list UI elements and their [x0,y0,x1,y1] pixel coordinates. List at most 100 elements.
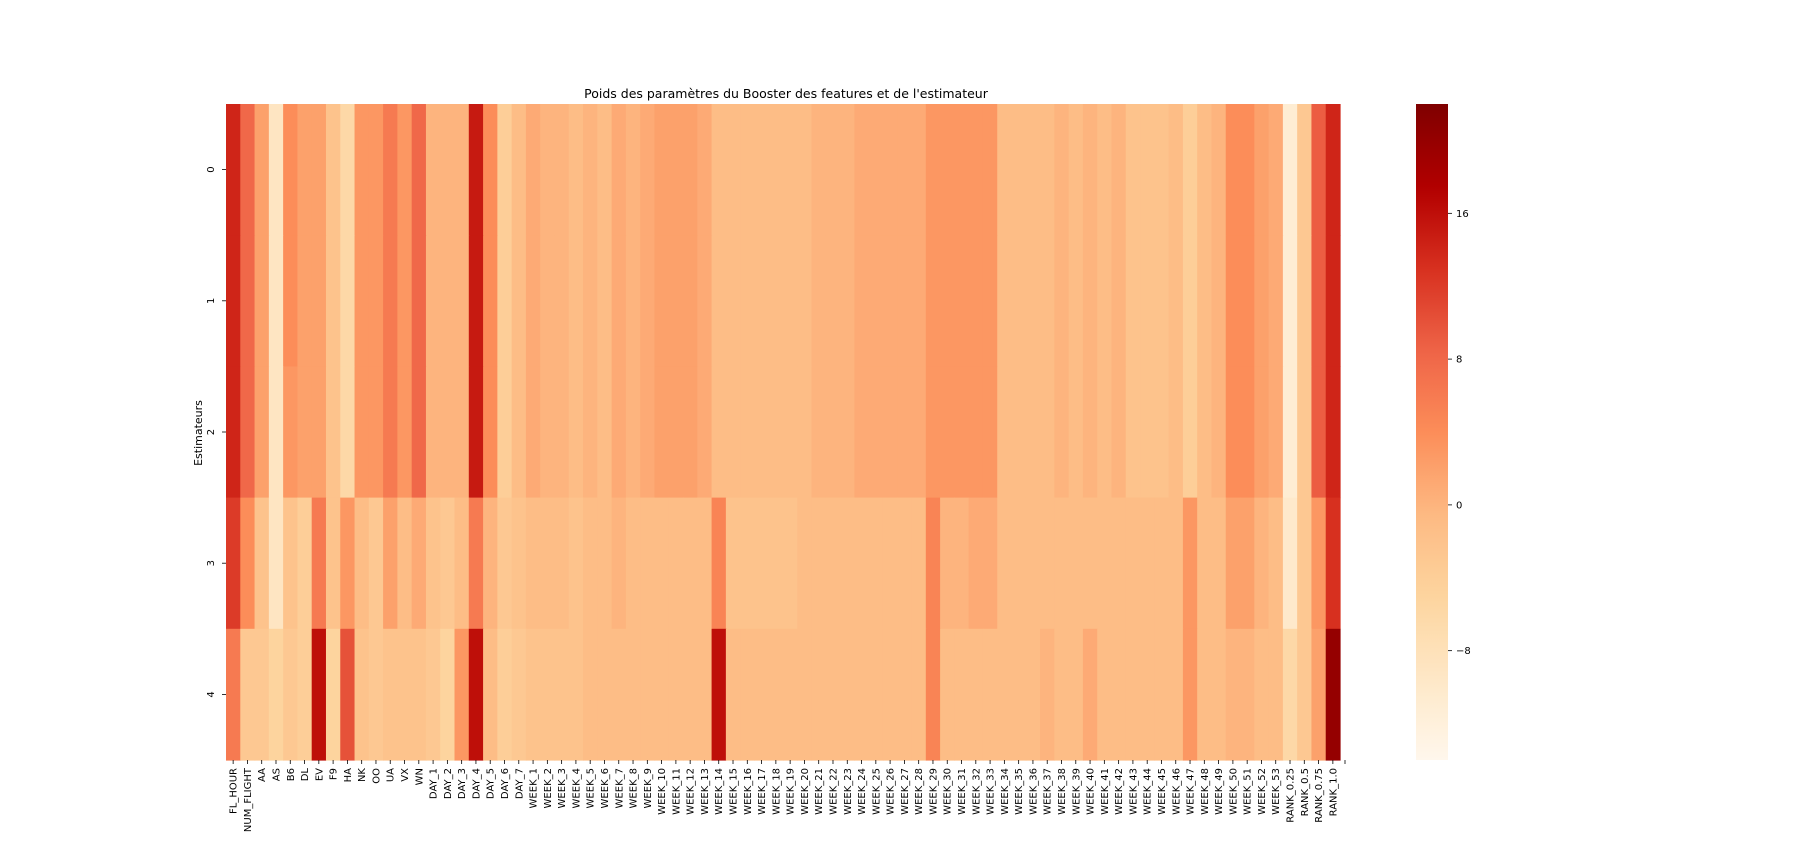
heatmap-cell [1154,235,1170,367]
x-tick-label: WEEK_9 [643,768,654,808]
heatmap-cell [768,235,784,367]
heatmap-cell [368,104,384,236]
x-tick-label: EV [314,768,325,781]
x-tick-label: WEEK_50 [1228,768,1239,815]
heatmap-cell [725,235,741,367]
x-tick-label: WEEK_32 [971,768,982,815]
heatmap-cell [997,628,1013,761]
heatmap-cell [683,104,698,236]
heatmap-cell [368,366,384,499]
heatmap-cell [1240,628,1255,761]
heatmap-cell [1125,235,1141,367]
heatmap-cell [1054,366,1070,499]
heatmap-cell [254,497,270,630]
heatmap-cell [354,497,370,630]
heatmap-cell [982,366,998,499]
heatmap-cell [383,497,398,630]
x-tick-label: WEEK_5 [586,768,597,808]
heatmap-cell [954,628,970,761]
heatmap-cell [683,497,698,630]
heatmap-cell [1125,628,1141,761]
heatmap-cell [383,235,398,367]
heatmap-cell [454,366,470,499]
heatmap-cell [411,104,427,236]
colorbar-tick-label: −8 [1456,646,1471,657]
heatmap-cell [668,235,684,367]
heatmap-cell [397,366,413,499]
heatmap-cell [640,497,656,630]
heatmap-cell [1125,497,1141,630]
heatmap-cell [1154,497,1170,630]
heatmap-cell [611,497,627,630]
heatmap-cell [640,628,656,761]
heatmap-cell [297,366,313,499]
heatmap-cell [882,628,898,761]
heatmap-cell [1140,497,1155,630]
heatmap-cell [525,628,541,761]
heatmap-cell [1325,366,1341,499]
heatmap-cell [1254,497,1270,630]
heatmap-cell [1311,104,1327,236]
heatmap-cell [697,628,713,761]
y-axis-ticks: 0 1 2 3 4 [206,166,226,698]
heatmap-cell [1240,497,1255,630]
x-tick-label: VX [400,768,411,782]
heatmap-cell [925,628,941,761]
heatmap-cell [1168,628,1184,761]
heatmap-cell [325,628,341,761]
heatmap-cell [411,628,427,761]
x-tick-label: WEEK_53 [1271,768,1282,815]
heatmap-cell [1097,628,1113,761]
x-tick-label: WEEK_14 [714,768,725,815]
heatmap-cell [511,366,527,499]
heatmap-cell [540,497,556,630]
heatmap-cell [283,235,299,367]
heatmap-cell [425,628,441,761]
heatmap-cell [840,366,856,499]
heatmap-cell [768,366,784,499]
x-tick-label: WEEK_41 [1100,768,1111,815]
heatmap-cell [525,497,541,630]
heatmap-cell [240,104,256,236]
heatmap-cell [1297,366,1313,499]
heatmap-cell [1225,497,1241,630]
heatmap-cell [311,497,327,630]
heatmap-cell [925,104,941,236]
heatmap-cell [411,497,427,630]
x-tick-label: WEEK_39 [1071,768,1082,815]
heatmap-cell [725,497,741,630]
heatmap-cell [1225,366,1241,499]
heatmap-cell [568,628,584,761]
heatmap-cell [854,366,870,499]
x-tick-label: FL_HOUR [229,768,240,814]
heatmap-cell [497,497,513,630]
heatmap-cell [711,104,727,236]
heatmap-cell [1297,235,1313,367]
heatmap-cell [882,497,898,630]
heatmap-cell [868,628,884,761]
heatmap-cell [625,104,641,236]
y-tick-label: 4 [206,691,217,697]
heatmap-cell [925,497,941,630]
heatmap-cell [268,104,284,236]
x-tick-label: WEEK_43 [1128,768,1139,815]
colorbar-tick-label: 0 [1456,500,1462,511]
heatmap-cell [668,366,684,499]
heatmap-cell [583,366,598,499]
x-tick-label: WEEK_28 [914,768,925,815]
heatmap-cell [1240,235,1255,367]
heatmap-cell [954,235,970,367]
heatmap-cell [1282,497,1298,630]
heatmap-cells [226,104,1341,761]
heatmap-cell [1025,366,1041,499]
heatmap-cell [540,104,556,236]
heatmap-cell [1211,366,1227,499]
heatmap-cell [1211,628,1227,761]
heatmap-cell [1168,235,1184,367]
x-tick-label: WEEK_13 [700,768,711,815]
heatmap-cell [654,104,670,236]
heatmap-cell [668,104,684,236]
heatmap-cell [668,628,684,761]
heatmap-cell [868,497,884,630]
x-tick-label: WEEK_31 [957,768,968,815]
